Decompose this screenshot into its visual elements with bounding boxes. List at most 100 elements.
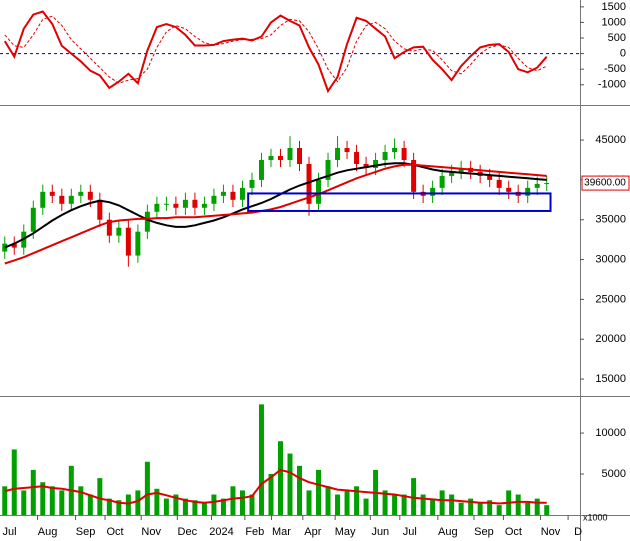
moving-average xyxy=(4,162,547,249)
volume-bar xyxy=(401,494,407,515)
volume-bar xyxy=(392,494,398,515)
volume-bar xyxy=(182,498,188,515)
moving-average xyxy=(4,163,547,265)
y-tick-label: 1000 xyxy=(602,16,626,28)
candle-body xyxy=(201,203,207,208)
candle-body xyxy=(458,167,464,172)
candle-body xyxy=(525,187,531,196)
x-tick-label: 2024 xyxy=(209,526,233,538)
candle-body xyxy=(268,155,274,160)
x-tick-label: Dec xyxy=(178,526,198,538)
candle-body xyxy=(106,219,112,236)
support-zone xyxy=(247,192,552,212)
volume-bar xyxy=(59,490,65,515)
y-tick-label: 5000 xyxy=(602,468,626,480)
candle-body xyxy=(173,203,179,208)
x-tick-label: Mar xyxy=(272,526,291,538)
volume-bar xyxy=(201,502,207,515)
y-tick-label: 45000 xyxy=(595,134,626,146)
x-tick-label: Jul xyxy=(2,526,16,538)
candle-body xyxy=(78,191,84,196)
candle-body xyxy=(363,163,369,168)
candle-body xyxy=(59,195,65,204)
volume-bar xyxy=(211,494,217,515)
candle-body xyxy=(211,195,217,204)
y-tick-label: 30000 xyxy=(595,253,626,265)
y-tick-label: 0 xyxy=(620,47,626,59)
candle-body xyxy=(382,152,388,160)
candle-body xyxy=(373,159,379,168)
volume-bar xyxy=(449,494,455,515)
candle-body xyxy=(182,199,188,208)
volume-bar xyxy=(97,478,103,515)
volume-bar xyxy=(135,490,141,515)
unit-label: x1000 xyxy=(583,512,608,522)
volume-bar xyxy=(192,500,198,515)
candle-body xyxy=(239,187,245,200)
x-tick-label: Oct xyxy=(106,526,123,538)
volume-bar xyxy=(87,494,93,515)
candle-body xyxy=(125,227,131,256)
volume-bar xyxy=(40,482,46,515)
candle-body xyxy=(163,203,169,205)
volume-average xyxy=(4,468,547,505)
candle-body xyxy=(487,175,493,180)
candle-body xyxy=(68,195,74,204)
x-tick-label: D xyxy=(574,526,582,538)
volume-bar xyxy=(515,494,521,515)
volume-bar xyxy=(230,486,236,515)
candle-body xyxy=(116,227,122,236)
candle-body xyxy=(249,179,255,188)
x-tick-label: Jun xyxy=(371,526,389,538)
volume-bar xyxy=(154,488,160,515)
y-tick-label: -1000 xyxy=(598,79,626,91)
candle-body xyxy=(287,148,293,160)
candle-body xyxy=(230,191,236,200)
volume-bar xyxy=(30,469,36,515)
candle-body xyxy=(544,183,550,185)
x-tick-label: Feb xyxy=(245,526,264,538)
volume-bar xyxy=(297,465,303,515)
volume-bar xyxy=(487,500,493,515)
x-tick-label: May xyxy=(335,526,356,538)
volume-bar xyxy=(249,494,255,515)
candle-body xyxy=(496,179,502,188)
volume-bar xyxy=(277,441,283,515)
volume-bar xyxy=(411,478,417,515)
volume-bar xyxy=(468,498,474,515)
volume-bar xyxy=(496,505,502,515)
last-price-label: 39600.00 xyxy=(584,178,626,189)
x-tick-label: Sep xyxy=(76,526,96,538)
volume-bar xyxy=(382,490,388,515)
oscillator-line xyxy=(3,10,548,94)
y-tick-label: -500 xyxy=(604,63,626,75)
candle-body xyxy=(135,231,141,256)
volume-bar xyxy=(239,490,245,515)
candle-body xyxy=(316,179,322,204)
volume-bar xyxy=(287,453,293,515)
volume-bar xyxy=(220,498,226,515)
volume-bar xyxy=(78,486,84,515)
candle-body xyxy=(40,191,46,208)
volume-bar xyxy=(344,490,350,515)
volume-bar xyxy=(125,494,131,515)
volume-bar xyxy=(439,490,445,515)
candle-body xyxy=(392,148,398,153)
candle-body xyxy=(220,191,226,196)
candle-body xyxy=(297,148,303,164)
volume-bar xyxy=(21,490,27,515)
volume-bar xyxy=(420,494,426,515)
volume-bar xyxy=(11,449,17,515)
candle-body xyxy=(2,243,8,252)
volume-bar xyxy=(525,502,531,515)
candle-body xyxy=(354,152,360,164)
candle-body xyxy=(411,159,417,192)
signal-line xyxy=(4,15,547,84)
last-price-box xyxy=(581,175,630,191)
volume-bar xyxy=(49,486,55,515)
candle-body xyxy=(11,243,17,248)
volume-bar xyxy=(306,490,312,515)
x-tick-label: Aug xyxy=(438,526,458,538)
x-tick-label: Aug xyxy=(38,526,58,538)
